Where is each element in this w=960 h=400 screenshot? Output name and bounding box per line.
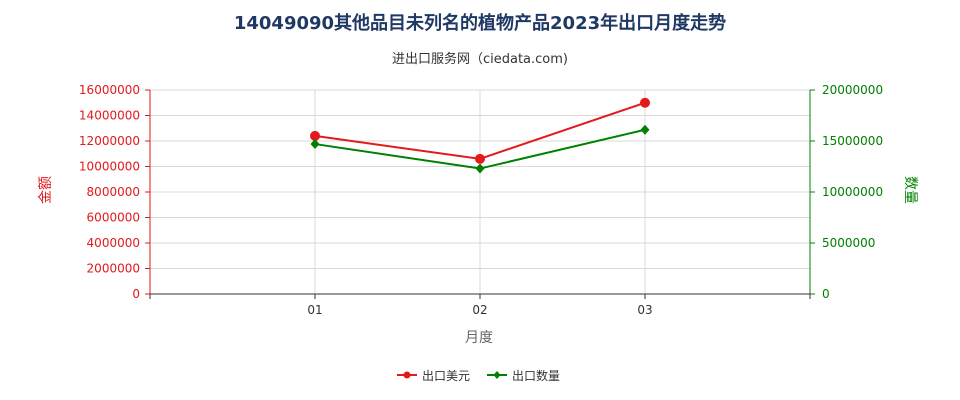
x-tick-label: 01	[307, 303, 322, 317]
y-right-tick-label: 20000000	[822, 83, 883, 97]
y-left-tick-label: 8000000	[87, 185, 140, 199]
grid-lines	[150, 89, 810, 294]
y-left-tick-label: 0	[132, 287, 140, 301]
y-left-tick-label: 2000000	[87, 262, 140, 276]
y-left-tick-label: 10000000	[79, 160, 140, 174]
data-point-2	[475, 163, 485, 174]
y-axis-right-label: 数量	[902, 176, 918, 204]
data-point-1	[640, 97, 650, 108]
legend-swatch-marker	[493, 371, 501, 379]
x-tick-label: 03	[637, 303, 652, 317]
legend-swatch-marker	[403, 371, 411, 379]
y-right-tick-label: 0	[822, 287, 830, 301]
y-right-tick-label: 5000000	[822, 236, 875, 250]
data-point-1	[310, 130, 320, 141]
data-point-2	[640, 124, 650, 135]
chart-subtitle: 进出口服务网（ciedata.com)	[391, 52, 568, 67]
tick-labels: 0 2000000 4000000 6000000 8000000 10000000 120…	[79, 83, 883, 317]
x-axis-label: 月度	[465, 330, 493, 346]
y-left-tick-label: 12000000	[79, 134, 140, 148]
y-axis-left-label: 金额	[38, 176, 54, 204]
x-tick-label: 02	[472, 303, 487, 317]
y-left-tick-label: 4000000	[87, 236, 140, 250]
y-left-tick-label: 6000000	[87, 211, 140, 225]
data-point-1	[475, 153, 485, 164]
y-left-tick-label: 14000000	[79, 109, 140, 123]
chart-title: 14049090其他品目未列名的植物产品2023年出口月度走势	[233, 13, 727, 34]
legend-label: 出口美元	[422, 369, 470, 383]
series-layer	[310, 97, 650, 174]
axes	[145, 89, 815, 299]
y-right-tick-label: 15000000	[822, 134, 883, 148]
legend: 出口美元 出口数量	[397, 368, 560, 383]
y-left-tick-label: 16000000	[79, 83, 140, 97]
data-point-2	[310, 139, 320, 150]
legend-label: 出口数量	[512, 368, 560, 383]
y-right-tick-label: 10000000	[822, 185, 883, 199]
